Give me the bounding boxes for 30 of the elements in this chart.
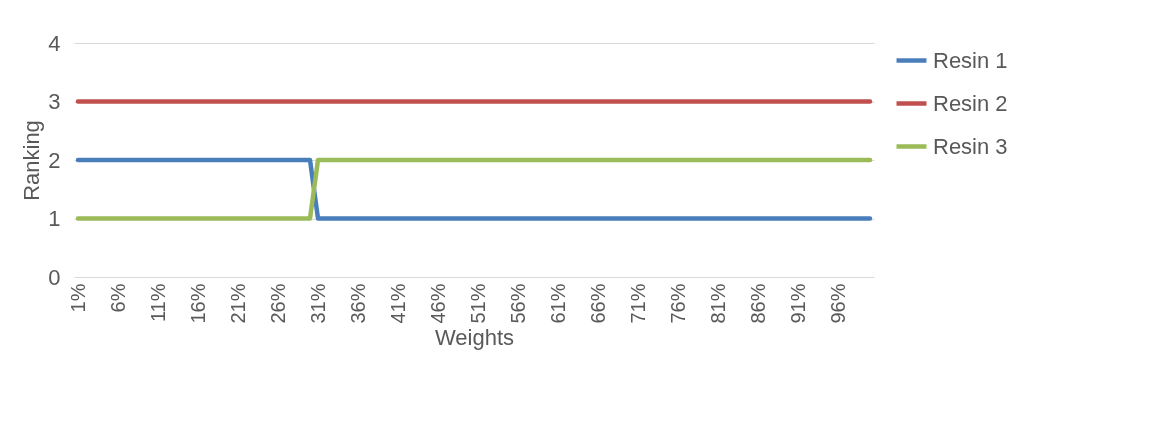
y-tick-label: 0 [48, 264, 61, 290]
y-tick-label: 2 [48, 147, 61, 173]
x-tick-label: 66% [586, 283, 609, 324]
legend-label: Resin 1 [933, 47, 1008, 73]
x-tick-label: 6% [106, 283, 129, 313]
x-tick-label: 31% [306, 283, 329, 324]
x-tick-label: 36% [346, 283, 369, 324]
y-tick-label: 3 [48, 89, 61, 114]
x-tick-label: 96% [826, 283, 849, 324]
x-tick-label: 86% [746, 283, 769, 324]
x-tick-label: 46% [426, 283, 449, 324]
y-tick-label: 4 [48, 30, 61, 56]
legend-label: Resin 2 [933, 90, 1008, 116]
x-tick-label: 1% [66, 283, 89, 313]
x-tick-label: 76% [666, 283, 689, 324]
y-axis-title: Ranking [19, 120, 45, 201]
x-tick-label: 61% [546, 283, 569, 324]
x-tick-label: 81% [706, 283, 729, 324]
x-tick-label: 56% [506, 283, 529, 324]
y-tick-label: 1 [48, 206, 61, 231]
x-tick-label: 11% [146, 283, 169, 323]
x-tick-label: 41% [386, 283, 409, 324]
legend-label: Resin 3 [933, 133, 1008, 159]
x-tick-label: 71% [626, 283, 649, 324]
x-tick-label: 51% [466, 283, 489, 324]
x-axis-title: Weights [434, 324, 515, 350]
x-tick-label: 91% [786, 283, 809, 324]
x-tick-label: 21% [226, 283, 249, 324]
x-tick-label: 26% [266, 283, 289, 324]
x-tick-label: 16% [186, 283, 209, 324]
